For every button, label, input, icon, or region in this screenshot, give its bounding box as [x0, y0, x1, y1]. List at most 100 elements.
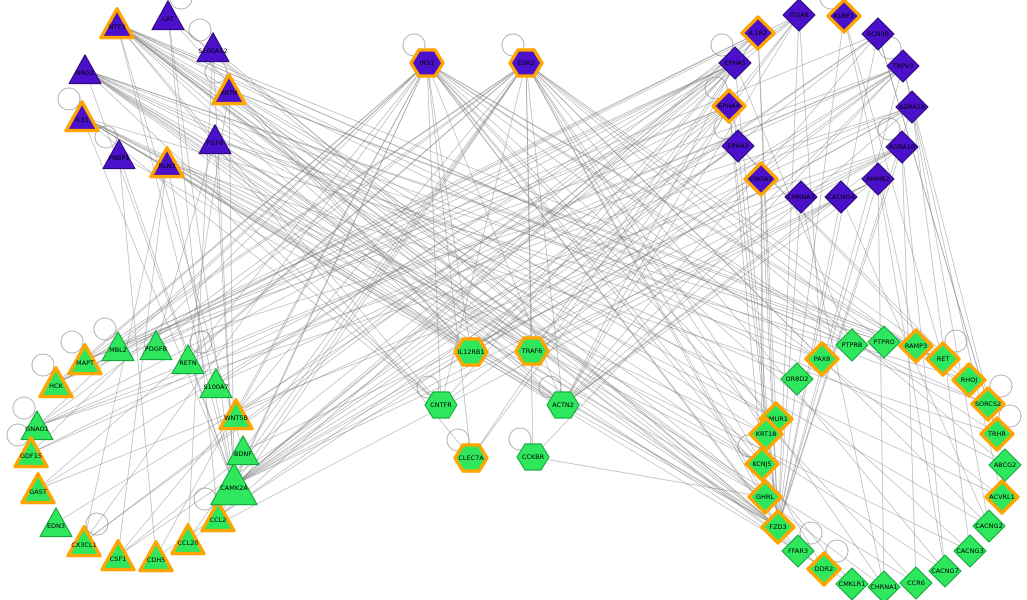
- edge-PAX8-FGF8: [214, 139, 823, 360]
- edge-RETN-TRPV3: [187, 65, 904, 361]
- node-FNBP1[interactable]: FNBP1: [102, 139, 136, 170]
- edge-CAMK2A-EPHA3: [233, 145, 739, 486]
- edge-CCL20-S100A12: [187, 47, 214, 541]
- node-LAT[interactable]: LAT: [151, 0, 185, 31]
- node-CCL20[interactable]: CCL20: [170, 523, 206, 556]
- node-shape-hexagon: [453, 443, 489, 473]
- self-loop-edge-CNTFR: [416, 375, 440, 399]
- node-SCN3B[interactable]: SCN3B: [861, 17, 895, 51]
- node-shape-triangle: [68, 54, 102, 85]
- node-shape-triangle: [20, 472, 56, 505]
- node-CHRNA1[interactable]: CHRNA1: [867, 570, 901, 600]
- node-ACVRL1[interactable]: ACVRL1: [984, 479, 1020, 515]
- node-CDH5[interactable]: CDH5: [138, 540, 174, 573]
- edge-CAMK2A-SCN3B: [233, 33, 879, 486]
- edge-TRHR-SCN3B: [877, 33, 998, 435]
- node-S100A12[interactable]: S100A12: [196, 32, 230, 63]
- node-CX3CL1[interactable]: CX3CL1: [66, 525, 102, 558]
- node-CACNG4[interactable]: CACNG4: [824, 180, 858, 214]
- node-IL1R2[interactable]: IL1R2: [740, 15, 776, 51]
- node-shape-triangle: [171, 344, 205, 375]
- node-shape-triangle: [198, 124, 232, 155]
- node-CMKLR1[interactable]: CMKLR1: [835, 567, 869, 600]
- self-loop-edge-ACTN2: [538, 375, 562, 399]
- node-NTF3[interactable]: NTF3: [99, 7, 135, 40]
- edge-ABCG2-ESR2: [525, 62, 1006, 466]
- node-CNGA3[interactable]: CNGA3: [743, 161, 779, 197]
- node-shape-hexagon: [453, 337, 489, 367]
- node-AMHR2[interactable]: AMHR2: [861, 162, 895, 196]
- edge-DDR2-ESR2: [525, 62, 825, 570]
- edge-GNAO1-ESR2: [36, 62, 527, 427]
- edge-PTPRO-NRG1: [84, 69, 885, 343]
- edge-KRT18-IL31: [81, 116, 767, 435]
- node-FFAR3[interactable]: FFAR3: [781, 534, 815, 568]
- node-NRG1[interactable]: NRG1: [68, 54, 102, 85]
- edge-HCK-ESR2: [55, 62, 527, 384]
- edge-FZD3-LAT: [167, 15, 779, 528]
- node-TRAF6[interactable]: TRAF6: [514, 336, 550, 366]
- node-ITGA8[interactable]: ITGA8: [782, 0, 816, 32]
- edge-CAMK2A-EPHA5: [233, 62, 736, 486]
- edge-IL12RB1-NRG1: [84, 69, 472, 353]
- node-CCL2[interactable]: CCL2: [200, 500, 236, 533]
- node-shape-triangle: [210, 462, 258, 506]
- node-FZD3[interactable]: FZD3: [760, 509, 796, 545]
- node-IL12RB1[interactable]: IL12RB1: [453, 337, 489, 367]
- node-shape-diamond: [835, 328, 869, 362]
- node-CACNG3[interactable]: CACNG3: [953, 534, 987, 568]
- node-MAPT[interactable]: MAPT: [67, 343, 103, 376]
- edge-TRAF6-ITGA8: [531, 14, 800, 352]
- edge-GHRL-LAT: [167, 15, 766, 498]
- edge-ACVRL1-NRG1: [84, 69, 1003, 498]
- node-EPHA5[interactable]: EPHA5: [718, 46, 752, 80]
- edge-MAPT-TRPV3: [84, 65, 904, 361]
- edge-RETN-ARTN: [187, 89, 230, 361]
- node-CSF1[interactable]: CSF1: [100, 539, 136, 572]
- self-loop-edge-HCK: [31, 353, 55, 377]
- node-shape-diamond: [744, 446, 780, 482]
- edge-FZD3-ITGA8: [777, 14, 800, 528]
- node-EDN3[interactable]: EDN3: [39, 507, 73, 538]
- node-CACNG7[interactable]: CACNG7: [928, 554, 962, 588]
- edge-TRAF6-IL1R2: [531, 32, 759, 352]
- node-CCR6[interactable]: CCR6: [899, 566, 933, 600]
- node-ADRA1A[interactable]: ADRA1A: [895, 90, 929, 124]
- node-shape-diamond: [835, 567, 869, 600]
- edge-ACVRL1-TRPV3: [902, 65, 1003, 498]
- node-TRHR[interactable]: TRHR: [979, 416, 1015, 452]
- edge-TRAF6-TRPV3: [531, 65, 904, 352]
- edge-FZD3-CHRNA3: [777, 196, 802, 528]
- node-shape-diamond: [804, 341, 840, 377]
- node-shape-diamond: [826, 0, 862, 34]
- node-shape-diamond: [824, 180, 858, 214]
- node-KLRF2[interactable]: KLRF2: [826, 0, 862, 34]
- self-loop-edge-S100A12: [188, 18, 212, 42]
- node-HCK[interactable]: HCK: [38, 366, 74, 399]
- edge-CHRNA1-AMHR2: [877, 178, 885, 588]
- node-DDR2[interactable]: DDR2: [806, 551, 842, 587]
- node-shape-triangle: [66, 525, 102, 558]
- node-GAST[interactable]: GAST: [20, 472, 56, 505]
- node-ESR2[interactable]: ESR2: [508, 48, 544, 78]
- self-loop-edge-CCKBR: [508, 427, 532, 451]
- edge-GHRL-RLN3: [166, 162, 766, 498]
- node-CCKBR[interactable]: CCKBR: [516, 443, 550, 471]
- edge-WNT5B-ADRA1A: [235, 106, 913, 416]
- self-loop-edge-TRHR: [998, 404, 1022, 428]
- node-ADRA1B[interactable]: ADRA1B: [885, 130, 919, 164]
- node-ARTN[interactable]: ARTN: [211, 73, 247, 106]
- node-ABCG2[interactable]: ABCG2: [988, 448, 1022, 482]
- edge-KCNJ5-EPHA4: [728, 105, 763, 465]
- edge-PAX8-ITGA8: [798, 14, 823, 360]
- edge-CCL2-ESR2: [217, 62, 527, 518]
- node-PDGFB[interactable]: PDGFB: [139, 330, 173, 361]
- node-IRS1[interactable]: IRS1: [409, 48, 445, 78]
- node-IL31[interactable]: IL31: [64, 100, 100, 133]
- node-RLN3[interactable]: RLN3: [149, 146, 185, 179]
- node-shape-diamond: [867, 570, 901, 600]
- node-CLEC7A[interactable]: CLEC7A: [453, 443, 489, 473]
- edge-FZD3-NTF3: [116, 23, 779, 528]
